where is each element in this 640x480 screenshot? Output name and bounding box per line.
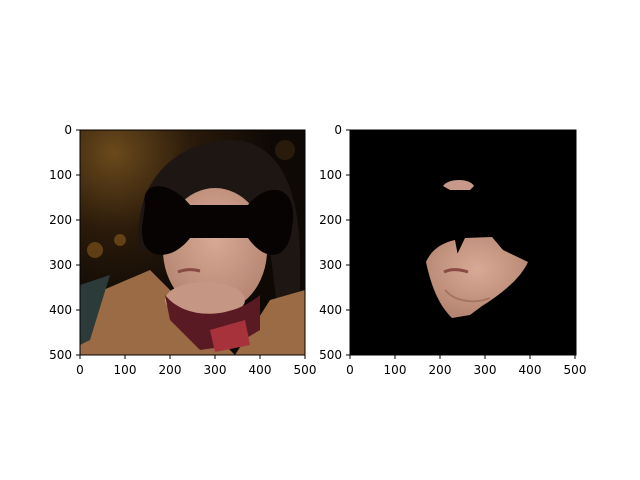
left-image-panel — [80, 130, 305, 355]
left-axes-frame — [79, 129, 306, 356]
right-y-tick-label: 0 — [334, 123, 342, 137]
right-y-tick-label: 200 — [319, 213, 342, 227]
left-y-tick-label: 200 — [49, 213, 72, 227]
left-y-tick-label: 500 — [49, 348, 72, 362]
left-x-tick-label: 200 — [159, 363, 182, 377]
left-y-tick-label: 0 — [64, 123, 72, 137]
right-x-tick-label: 400 — [519, 363, 542, 377]
right-y-axis: 0 100 200 300 400 500 — [319, 123, 350, 362]
right-y-tick-label: 500 — [319, 348, 342, 362]
right-axes-frame — [349, 129, 577, 356]
left-y-tick-label: 300 — [49, 258, 72, 272]
right-y-tick-label: 400 — [319, 303, 342, 317]
left-x-axis: 0 100 200 300 400 500 — [76, 355, 316, 377]
left-x-tick-label: 500 — [294, 363, 317, 377]
left-y-axis: 0 100 200 300 400 500 — [49, 123, 80, 362]
right-x-tick-label: 200 — [429, 363, 452, 377]
left-x-tick-label: 300 — [204, 363, 227, 377]
left-x-tick-label: 100 — [114, 363, 137, 377]
right-x-tick-label: 100 — [384, 363, 407, 377]
right-x-tick-label: 300 — [474, 363, 497, 377]
left-x-tick-label: 0 — [76, 363, 84, 377]
right-y-tick-label: 300 — [319, 258, 342, 272]
right-x-tick-label: 0 — [346, 363, 354, 377]
left-x-tick-label: 400 — [249, 363, 272, 377]
right-y-tick-label: 100 — [319, 168, 342, 182]
right-x-tick-label: 500 — [564, 363, 587, 377]
left-y-tick-label: 400 — [49, 303, 72, 317]
right-x-axis: 0 100 200 300 400 500 — [346, 355, 586, 377]
right-image-panel — [350, 130, 576, 355]
left-y-tick-label: 100 — [49, 168, 72, 182]
